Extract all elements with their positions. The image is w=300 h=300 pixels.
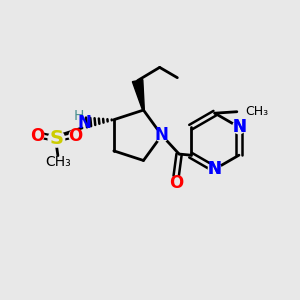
Text: N: N [77,114,91,132]
Text: N: N [232,118,246,136]
Circle shape [31,129,44,142]
Text: O: O [30,127,44,145]
Circle shape [69,129,82,142]
Text: O: O [169,175,183,193]
Text: CH₃: CH₃ [245,105,268,118]
Polygon shape [132,80,144,110]
Text: O: O [68,127,83,145]
Circle shape [155,129,168,142]
Text: N: N [232,118,246,136]
Circle shape [232,121,245,134]
Text: N: N [208,160,222,178]
Text: CH₃: CH₃ [45,155,71,170]
Text: S: S [50,129,63,148]
Circle shape [170,177,183,190]
Text: H: H [74,109,84,123]
Circle shape [208,163,221,176]
Text: N: N [155,126,169,144]
Text: N: N [208,160,222,178]
Circle shape [48,130,65,147]
